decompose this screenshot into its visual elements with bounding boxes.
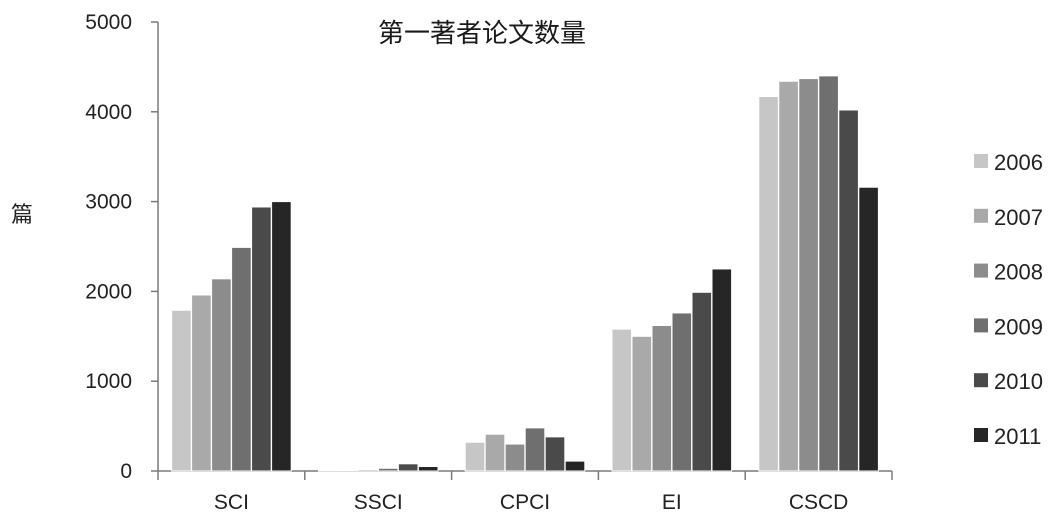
y-tick-label: 0 xyxy=(120,460,132,483)
y-tick-label: 1000 xyxy=(85,370,132,393)
legend-swatch xyxy=(974,428,988,442)
legend-item-2009: 2009 xyxy=(974,314,1043,339)
legend-label: 2008 xyxy=(994,260,1043,285)
bar-sci-2006 xyxy=(171,309,192,472)
x-category-label: SCI xyxy=(214,491,249,514)
bar-sci-2011 xyxy=(271,201,292,472)
legend-swatch xyxy=(974,318,988,333)
legend-swatch xyxy=(974,208,988,223)
bar-ei-2008 xyxy=(651,325,673,472)
legend: 2006 2007 2008 2009 2010 2011 xyxy=(974,150,1043,449)
bar-cpci-2009 xyxy=(524,427,546,472)
bar-cscd-2007 xyxy=(778,80,799,472)
x-category-label: EI xyxy=(662,491,682,514)
bar-ssci-2009 xyxy=(377,467,399,472)
x-category-label: CSCD xyxy=(789,491,849,514)
legend-label: 2010 xyxy=(994,369,1043,394)
bar-cpci-2008 xyxy=(504,443,526,472)
y-tick-label: 2000 xyxy=(85,280,132,303)
legend-label: 2006 xyxy=(994,150,1043,175)
bar-cpci-2006 xyxy=(464,441,486,472)
legend-item-2007: 2007 xyxy=(974,205,1043,230)
legend-label: 2009 xyxy=(994,314,1043,339)
x-category-label: CPCI xyxy=(500,491,550,514)
legend-item-2010: 2010 xyxy=(974,369,1043,394)
chart-title: 第一著者论文数量 xyxy=(378,19,586,49)
bar-ei-2010 xyxy=(691,291,713,472)
legend-swatch xyxy=(974,373,988,388)
bar-ssci-2008 xyxy=(357,469,379,472)
y-tick-label: 5000 xyxy=(85,11,132,34)
bar-ssci-2011 xyxy=(417,466,439,472)
bar-sci-2010 xyxy=(251,206,272,472)
y-tick-label: 3000 xyxy=(85,191,132,214)
y-tick-label: 4000 xyxy=(85,101,132,124)
bar-ssci-2010 xyxy=(397,463,419,472)
bars xyxy=(171,75,879,472)
bar-ei-2006 xyxy=(611,328,633,472)
bar-ssci-2007 xyxy=(337,469,359,472)
bar-ssci-2006 xyxy=(317,470,339,472)
legend-label: 2011 xyxy=(994,424,1041,449)
bar-cscd-2010 xyxy=(838,109,859,472)
legend-item-2008: 2008 xyxy=(974,260,1043,285)
legend-label: 2007 xyxy=(994,205,1043,230)
bar-cpci-2010 xyxy=(544,436,566,472)
legend-item-2011: 2011 xyxy=(974,424,1041,449)
legend-swatch xyxy=(974,154,988,168)
bar-sci-2008 xyxy=(211,278,232,472)
bar-ei-2009 xyxy=(671,312,693,472)
x-category-label: SSCI xyxy=(354,491,403,514)
bar-cscd-2011 xyxy=(858,186,879,472)
bar-sci-2009 xyxy=(231,246,252,472)
x-axis: SCI SSCI CPCI EI CSCD xyxy=(157,470,893,514)
bar-cscd-2008 xyxy=(798,78,819,472)
bar-ei-2011 xyxy=(711,268,733,472)
bar-cscd-2009 xyxy=(818,75,839,472)
y-axis: 0 1000 2000 3000 4000 5000 xyxy=(85,11,159,483)
bar-sci-2007 xyxy=(191,294,212,472)
bar-cscd-2006 xyxy=(758,96,779,472)
bar-cpci-2007 xyxy=(484,433,506,472)
legend-swatch xyxy=(974,263,988,278)
bar-cpci-2011 xyxy=(564,460,586,472)
legend-item-2006: 2006 xyxy=(974,150,1043,175)
y-axis-label: 篇 xyxy=(11,203,33,228)
bar-ei-2007 xyxy=(631,335,653,472)
